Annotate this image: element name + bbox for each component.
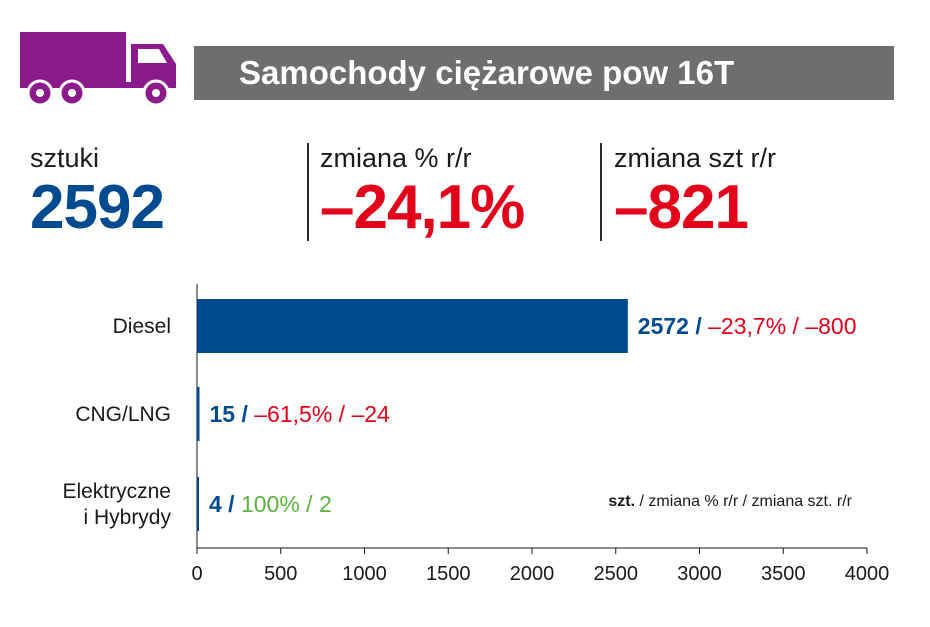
category-label-line: Diesel [113,315,171,338]
kpi-units-label: sztuki [30,143,100,173]
legend-note-rest: / zmiana % r/r / zmiana szt. r/r [635,493,853,510]
x-tick-label: 2500 [594,563,639,585]
data-label-value: 2572 / [638,313,708,339]
x-tick-label: 1500 [426,563,471,585]
bar [197,387,200,441]
category-label: Elektryczne i Hybrydy [62,480,171,529]
kpi-change-pct-label: zmiana % r/r [320,143,472,173]
bar [197,477,199,531]
x-tick-label: 500 [264,563,297,585]
truck-icon [20,32,176,107]
x-tick-label: 3500 [761,563,806,585]
data-label: 2572 / –23,7% / –800 [638,313,857,339]
page-title: Samochody ciężarowe pow 16T [194,46,894,100]
x-tick-label: 4000 [845,563,890,585]
truck-hub-2 [68,89,76,97]
kpi-change-pct: zmiana % r/r –24,1% [320,140,525,242]
category-label-line: Elektryczne [62,480,171,503]
data-label-change-pct: –61,5% / [254,401,351,427]
kpi-change-units-label: zmiana szt r/r [614,143,777,173]
data-label: 15 / –61,5% / –24 [210,401,391,427]
data-label-change-pct: 100% / [241,491,319,517]
kpi-change-units: zmiana szt r/r –821 [614,140,776,240]
data-label-change-abs: –24 [351,401,390,427]
kpi-change-units-value: –821 [614,173,749,242]
kpi-units-value: 2592 [30,173,165,242]
kpi-divider [307,143,309,241]
truck-hub-1 [36,89,44,97]
kpi-change-pct-value: –24,1% [320,173,525,242]
data-label-change-abs: –800 [805,313,856,339]
truck-cargo-box [20,32,126,82]
data-label-value: 4 / [209,491,241,517]
x-tick-label: 1000 [342,563,387,585]
category-label-line: i Hybrydy [83,506,171,529]
legend-note-unit: szt. [608,493,635,510]
data-label: 4 / 100% / 2 [209,491,332,517]
kpi-divider [600,143,602,241]
x-tick-label: 3000 [677,563,722,585]
x-tick-label: 2000 [510,563,555,585]
x-tick-label: 0 [191,563,202,585]
kpi-units: sztuki 2592 [30,140,165,242]
truck-hub-3 [152,89,160,97]
truck-chassis [20,82,176,88]
legend-note: szt. / zmiana % r/r / zmiana szt. r/r [608,493,852,510]
data-label-change-abs: 2 [319,491,332,517]
category-label: Diesel [113,315,171,338]
truck-window [138,49,167,63]
data-label-change-pct: –23,7% / [708,313,805,339]
bar [197,299,628,353]
category-label-line: CNG/LNG [75,403,171,426]
category-label: CNG/LNG [75,403,171,426]
data-label-value: 15 / [210,401,255,427]
